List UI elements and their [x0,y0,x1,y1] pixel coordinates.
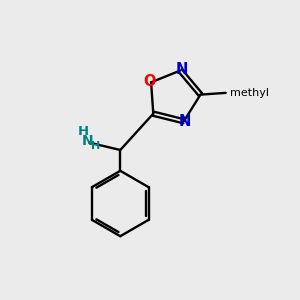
Text: N: N [176,62,188,77]
Text: methyl: methyl [230,88,269,98]
Text: H: H [78,125,89,138]
Text: O: O [143,74,156,89]
Text: H: H [91,141,100,151]
Text: N: N [82,134,93,148]
Text: N: N [178,114,190,129]
